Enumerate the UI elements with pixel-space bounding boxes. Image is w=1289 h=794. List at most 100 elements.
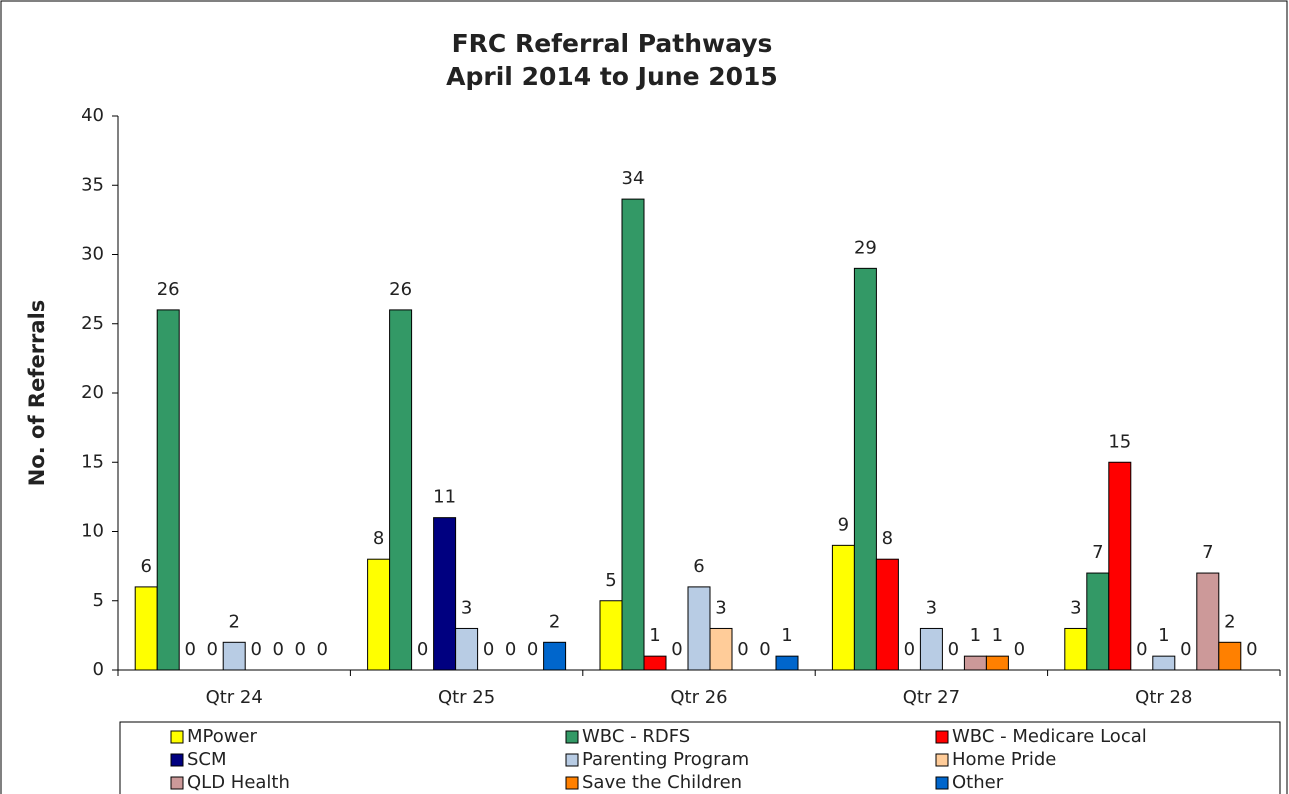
value-label: 9 — [838, 514, 849, 535]
value-label: 0 — [417, 639, 428, 660]
bar — [643, 655, 667, 671]
bar — [389, 309, 413, 671]
bar — [621, 198, 645, 671]
value-label: 0 — [527, 639, 538, 660]
legend-swatch — [935, 730, 949, 744]
value-label: 0 — [671, 639, 682, 660]
bar — [919, 627, 943, 671]
y-tick-label: 25 — [81, 313, 104, 334]
y-tick-label: 20 — [81, 382, 104, 403]
value-label: 3 — [715, 597, 726, 618]
bar — [156, 309, 180, 671]
bar — [985, 655, 1009, 671]
x-tick-label: Qtr 27 — [903, 687, 960, 708]
value-label: 0 — [759, 639, 770, 660]
x-tick-label: Qtr 24 — [206, 687, 263, 708]
bar — [599, 600, 623, 671]
bar — [709, 627, 733, 671]
value-label: 0 — [1014, 639, 1025, 660]
value-label: 6 — [140, 556, 151, 577]
x-tick-label: Qtr 28 — [1135, 687, 1192, 708]
value-label: 1 — [992, 625, 1003, 646]
value-label: 0 — [184, 639, 195, 660]
legend-label: Home Pride — [952, 749, 1056, 770]
value-label: 6 — [693, 556, 704, 577]
value-label: 0 — [316, 639, 327, 660]
bar — [543, 641, 567, 671]
y-tick-label: 10 — [81, 521, 104, 542]
value-label: 0 — [1246, 639, 1257, 660]
legend-swatch — [170, 730, 184, 744]
chart-title: FRC Referral Pathways — [452, 29, 773, 58]
bar — [433, 517, 457, 671]
bar — [222, 641, 246, 671]
value-label: 0 — [505, 639, 516, 660]
legend-swatch — [565, 730, 579, 744]
value-label: 0 — [294, 639, 305, 660]
value-label: 0 — [250, 639, 261, 660]
value-label: 8 — [882, 528, 893, 549]
value-label: 34 — [622, 168, 645, 189]
legend-swatch — [935, 776, 949, 790]
legend-label: Other — [952, 772, 1004, 793]
value-label: 8 — [373, 528, 384, 549]
value-label: 11 — [433, 487, 456, 508]
x-tick-label: Qtr 26 — [670, 687, 727, 708]
value-label: 0 — [1136, 639, 1147, 660]
value-label: 0 — [737, 639, 748, 660]
bar — [134, 586, 158, 671]
legend-swatch — [935, 753, 949, 767]
value-label: 0 — [206, 639, 217, 660]
bar — [1152, 655, 1176, 671]
y-tick-label: 5 — [93, 590, 104, 611]
value-label: 0 — [904, 639, 915, 660]
legend-label: Parenting Program — [582, 749, 749, 770]
y-tick-label: 35 — [81, 174, 104, 195]
chart-subtitle: April 2014 to June 2015 — [446, 62, 778, 91]
value-label: 29 — [854, 237, 877, 258]
legend-label: QLD Health — [187, 772, 290, 793]
value-label: 0 — [1180, 639, 1191, 660]
value-label: 0 — [948, 639, 959, 660]
value-label: 26 — [389, 279, 412, 300]
bar — [455, 627, 479, 671]
y-tick-label: 30 — [81, 244, 104, 265]
value-label: 1 — [781, 625, 792, 646]
legend-swatch — [170, 753, 184, 767]
legend-label: Save the Children — [582, 772, 742, 793]
value-label: 2 — [1224, 611, 1235, 632]
legend-swatch — [170, 776, 184, 790]
value-label: 1 — [970, 625, 981, 646]
y-axis-label: No. of Referrals — [25, 300, 49, 487]
bar — [1108, 461, 1132, 671]
bar — [853, 267, 877, 671]
bar — [1196, 572, 1220, 671]
bar — [875, 558, 899, 671]
value-label: 15 — [1108, 431, 1131, 452]
bar — [1218, 641, 1242, 671]
legend-label: WBC - RDFS — [582, 726, 690, 747]
y-tick-label: 0 — [93, 659, 104, 680]
x-tick-label: Qtr 25 — [438, 687, 495, 708]
value-label: 0 — [483, 639, 494, 660]
bar — [367, 558, 391, 671]
value-label: 3 — [461, 597, 472, 618]
value-label: 1 — [649, 625, 660, 646]
value-label: 3 — [1070, 597, 1081, 618]
value-label: 1 — [1158, 625, 1169, 646]
value-label: 7 — [1092, 542, 1103, 563]
legend-label: WBC - Medicare Local — [952, 726, 1147, 747]
value-label: 0 — [272, 639, 283, 660]
value-label: 7 — [1202, 542, 1213, 563]
legend-swatch — [565, 753, 579, 767]
bar — [963, 655, 987, 671]
value-label: 26 — [157, 279, 180, 300]
y-tick-label: 15 — [81, 451, 104, 472]
legend-label: SCM — [187, 749, 227, 770]
legend — [119, 721, 1281, 794]
value-label: 2 — [549, 611, 560, 632]
bar — [1086, 572, 1110, 671]
y-tick-label: 40 — [81, 105, 104, 126]
